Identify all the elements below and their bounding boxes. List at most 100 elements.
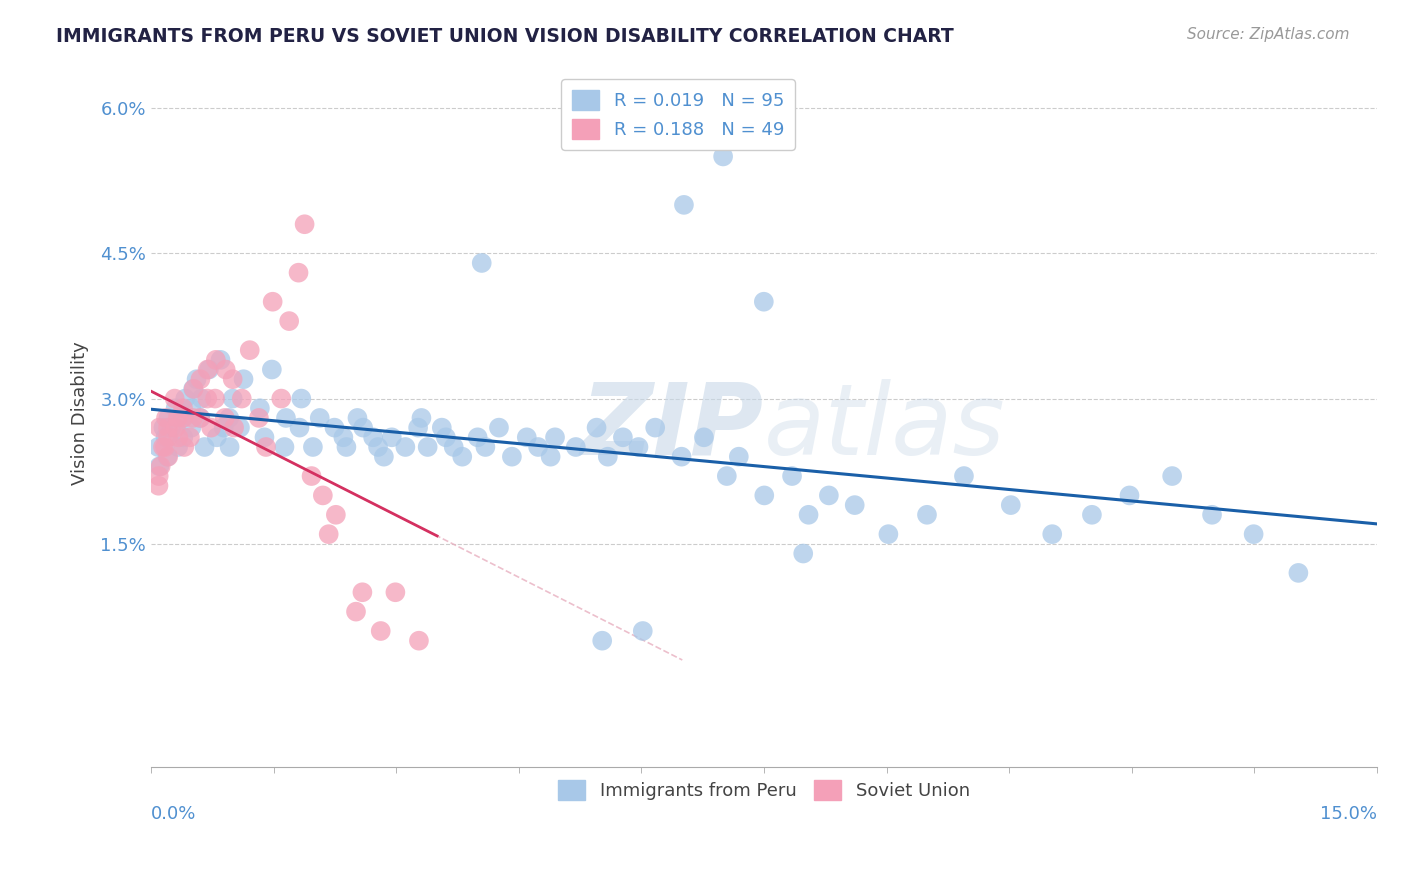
Point [148,420,170,434]
Point [671,450,693,464]
Point [181,411,204,425]
Point [287,266,309,280]
Point [183,382,205,396]
Point [585,420,607,434]
Point [346,411,368,425]
Point [301,469,323,483]
Point [229,420,252,434]
Point [231,392,253,406]
Point [179,430,201,444]
Point [273,440,295,454]
Point [294,217,316,231]
Point [565,440,588,454]
Point [631,624,654,638]
Legend: Immigrants from Peru, Soviet Union: Immigrants from Peru, Soviet Union [551,772,977,807]
Point [149,459,172,474]
Point [1286,566,1309,580]
Point [249,401,271,416]
Text: IMMIGRANTS FROM PERU VS SOVIET UNION VISION DISABILITY CORRELATION CHART: IMMIGRANTS FROM PERU VS SOVIET UNION VIS… [56,27,955,45]
Point [488,420,510,434]
Point [332,430,354,444]
Point [844,498,866,512]
Point [165,420,187,434]
Point [239,343,262,358]
Point [157,450,180,464]
Y-axis label: Vision Disability: Vision Disability [72,342,89,485]
Point [160,420,183,434]
Point [153,440,176,454]
Point [373,450,395,464]
Point [915,508,938,522]
Point [212,420,235,434]
Point [451,450,474,464]
Point [180,401,202,416]
Point [214,411,236,425]
Point [672,198,695,212]
Point [1000,498,1022,512]
Point [188,411,211,425]
Point [344,605,367,619]
Point [308,411,330,425]
Point [323,420,346,434]
Point [148,469,170,483]
Point [155,430,177,444]
Point [411,411,433,425]
Point [752,294,775,309]
Point [165,401,187,416]
Point [335,440,357,454]
Point [727,450,749,464]
Point [181,382,204,396]
Point [516,430,538,444]
Point [221,372,243,386]
Point [200,420,222,434]
Point [352,585,374,599]
Point [591,633,613,648]
Point [527,440,550,454]
Point [596,450,619,464]
Point [204,392,226,406]
Point [218,411,240,425]
Point [163,392,186,406]
Point [205,352,228,367]
Point [416,440,439,454]
Point [260,362,283,376]
Point [274,411,297,425]
Point [644,420,666,434]
Point [318,527,340,541]
Point [612,430,634,444]
Point [370,624,392,638]
Text: 15.0%: 15.0% [1320,805,1376,823]
Point [205,430,228,444]
Point [247,411,270,425]
Point [1081,508,1104,522]
Point [167,411,190,425]
Point [152,420,174,434]
Point [312,488,335,502]
Point [278,314,301,328]
Point [1201,508,1223,522]
Point [325,508,347,522]
Point [361,430,384,444]
Point [544,430,567,444]
Point [384,585,406,599]
Point [406,420,429,434]
Point [716,469,738,483]
Point [381,430,404,444]
Point [540,450,562,464]
Point [222,420,245,434]
Point [209,352,232,367]
Point [434,430,457,444]
Point [157,430,180,444]
Point [197,362,219,376]
Point [877,527,900,541]
Point [254,440,277,454]
Point [195,392,218,406]
Point [167,430,190,444]
Point [780,469,803,483]
Point [173,440,195,454]
Point [186,372,208,386]
Point [1040,527,1063,541]
Point [430,420,453,434]
Point [232,372,254,386]
Point [693,430,716,444]
